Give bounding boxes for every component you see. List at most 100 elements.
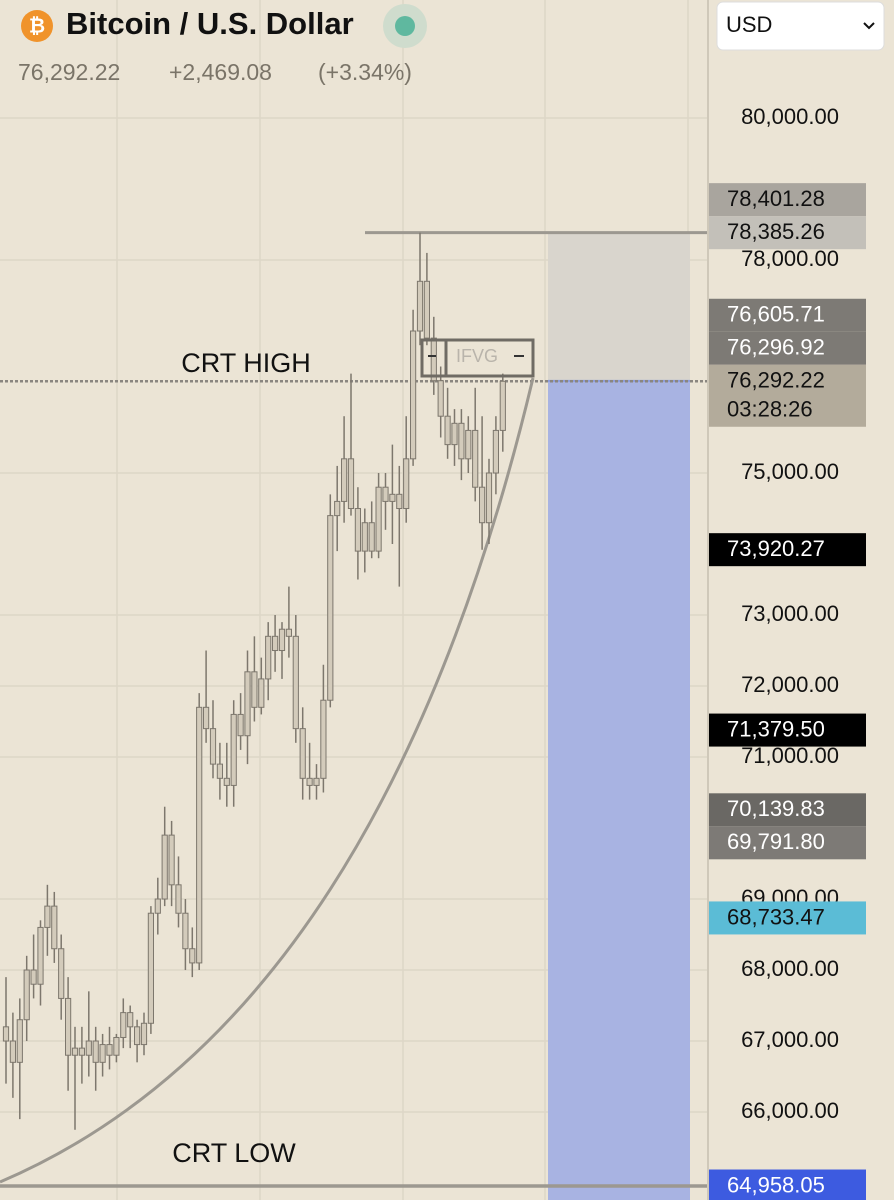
- price-badges: 78,401.28 78,385.26 76,605.71 76,296.92 76,2…: [709, 183, 866, 1200]
- price-badge-label: 78,401.28: [727, 186, 825, 211]
- candle-body: [265, 635, 272, 680]
- y-tick-label: 75,000.00: [741, 459, 839, 484]
- price-badge-label: 68,733.47: [727, 904, 825, 929]
- price-badge: [709, 713, 866, 747]
- candle-body: [278, 628, 286, 652]
- candle-body: [430, 337, 437, 382]
- candle-body: [465, 429, 472, 460]
- candle-body: [147, 912, 155, 1024]
- status-dot: [395, 16, 415, 36]
- candle-body: [347, 458, 355, 510]
- candle-body: [182, 912, 189, 950]
- candle-body: [23, 969, 30, 1021]
- candle-body: [175, 884, 182, 914]
- candle-body: [327, 515, 334, 701]
- candle-body: [444, 415, 451, 446]
- candle-body: [334, 500, 341, 517]
- candle-body: [92, 1040, 99, 1063]
- candle-body: [78, 1047, 86, 1056]
- candle-body: [382, 486, 389, 502]
- candle-body: [389, 493, 396, 502]
- candle-body: [127, 1012, 134, 1028]
- currency-select[interactable]: [716, 1, 885, 51]
- candle-body: [416, 280, 424, 332]
- countdown-label: 03:28:26: [727, 397, 813, 422]
- coin-symbol: ₿: [29, 15, 45, 37]
- candle-body: [106, 1044, 113, 1056]
- candle-body: [51, 905, 58, 950]
- y-tick-label: 73,000.00: [741, 601, 839, 626]
- candle-body: [396, 493, 403, 510]
- candle-body: [313, 777, 320, 786]
- price-badge: [709, 793, 866, 827]
- price-badge: [709, 364, 866, 427]
- candle-body: [244, 671, 251, 737]
- candle-body: [113, 1036, 120, 1056]
- candle-body: [354, 508, 361, 552]
- candle-body: [16, 1019, 23, 1063]
- candle-body: [168, 834, 175, 886]
- candle-body: [292, 635, 299, 730]
- candle-body: [361, 522, 368, 552]
- candle-body: [203, 706, 210, 730]
- price-badge: [709, 216, 866, 250]
- y-tick-label: 67,000.00: [741, 1027, 839, 1052]
- y-tick-label: 78,000.00: [741, 246, 839, 271]
- candle-body: [134, 1026, 141, 1046]
- vertical-grid: [116, 0, 689, 1200]
- header: ₿ Bitcoin / U.S. Dollar 76,292.22 +2,469…: [18, 1, 885, 85]
- price-badge-label: 76,296.92: [727, 335, 825, 360]
- candles: [2, 232, 506, 1130]
- candle-body: [44, 905, 51, 928]
- candle-body: [451, 422, 458, 446]
- currency-label[interactable]: USD: [726, 12, 772, 37]
- y-tick-label: 68,000.00: [741, 956, 839, 981]
- candle-body: [189, 948, 196, 964]
- y-tick-label: 80,000.00: [741, 104, 839, 129]
- candle-body: [499, 380, 506, 431]
- candle-body: [161, 834, 168, 900]
- price-badge: [709, 533, 866, 567]
- price-badge-label: 76,605.71: [727, 302, 825, 327]
- axis-labels: 80,000.00 78,000.00 75,000.00 73,000.00 72,0…: [741, 104, 839, 1123]
- candle-body: [368, 522, 375, 552]
- candle-body: [140, 1022, 148, 1046]
- price-badge-label: 73,920.27: [727, 536, 825, 561]
- price-badge-label: 71,379.50: [727, 716, 825, 741]
- y-tick-label: 71,000.00: [741, 743, 839, 768]
- candle-body: [99, 1044, 106, 1063]
- candle-body: [458, 422, 465, 460]
- candle-body: [65, 997, 72, 1056]
- price-change: +2,469.08: [169, 59, 272, 85]
- price-badge-label: 78,385.26: [727, 219, 825, 244]
- ifvg-label: IFVG: [456, 346, 498, 366]
- candle-body: [472, 429, 479, 488]
- candle-body: [196, 706, 203, 964]
- y-tick-label: 72,000.00: [741, 672, 839, 697]
- candle-body: [320, 699, 327, 779]
- candle-body: [492, 429, 499, 474]
- candle-body: [120, 1012, 127, 1038]
- coin-icon: [21, 10, 53, 42]
- candle-body: [403, 458, 410, 510]
- price-badge-label: 76,292.22: [727, 368, 825, 393]
- target-zone: [548, 380, 690, 1200]
- candle-body: [258, 678, 265, 708]
- candle-body: [30, 969, 37, 985]
- symbol-title: Bitcoin / U.S. Dollar: [66, 6, 354, 41]
- price-change-pct: (+3.34%): [318, 59, 412, 85]
- candle-body: [223, 777, 230, 786]
- candle-body: [58, 948, 65, 999]
- candle-body: [230, 713, 237, 786]
- dropdown-chevron[interactable]: [863, 22, 875, 30]
- last-price: 76,292.22: [18, 59, 120, 85]
- ifvg-rect: [420, 338, 535, 378]
- price-badge-label: 70,139.83: [727, 796, 825, 821]
- candle-body: [410, 330, 417, 460]
- candle-body: [375, 486, 382, 552]
- candle-body: [437, 380, 444, 417]
- candle-body: [272, 635, 279, 652]
- premium-zone: [548, 232, 690, 381]
